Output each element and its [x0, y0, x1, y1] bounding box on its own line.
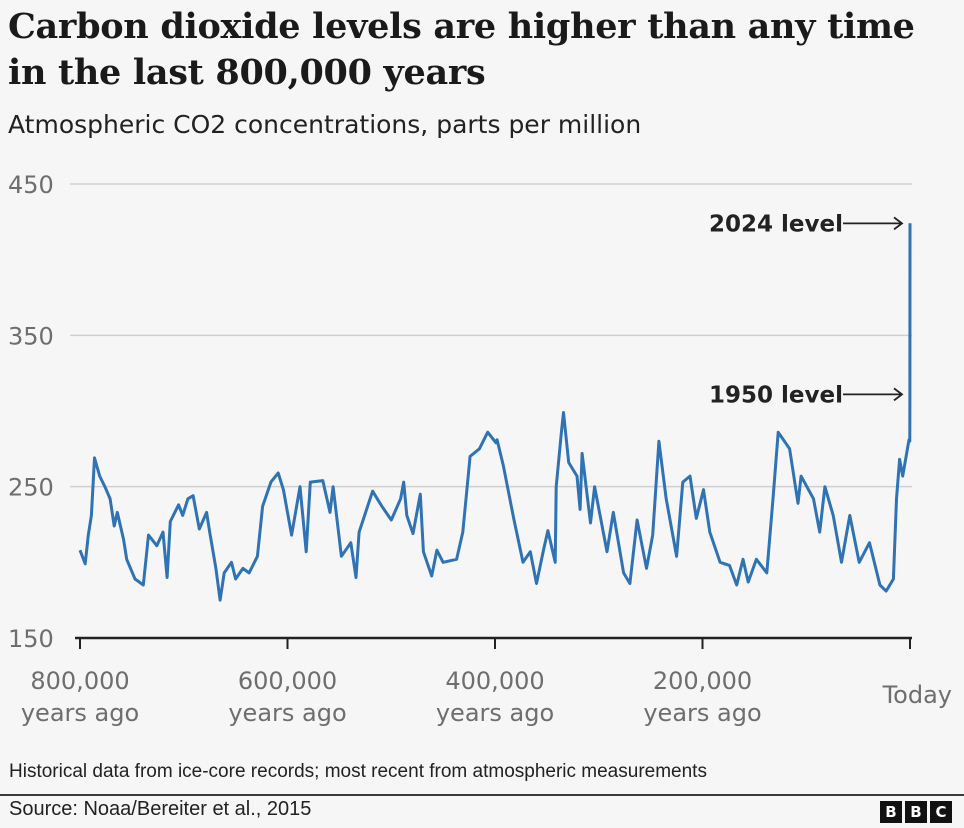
- chart-subtitle: Atmospheric CO2 concentrations, parts pe…: [8, 110, 642, 139]
- x-tick-label: years ago: [436, 699, 554, 727]
- bbc-logo-b2: B: [905, 801, 927, 823]
- x-tick-label: 200,000: [653, 667, 752, 695]
- chart-title: Carbon dioxide levels are higher than an…: [8, 6, 915, 93]
- y-tick-label: 350: [8, 322, 54, 350]
- y-tick-label: 150: [8, 625, 54, 653]
- x-tick-label: years ago: [228, 699, 346, 727]
- co2-line-chart: 450 350 250 150 800,000 years ago 600,000 years…: [8, 171, 952, 727]
- bbc-logo-b1: B: [880, 801, 902, 823]
- x-tick-label: 600,000: [238, 667, 337, 695]
- footer-divider: [0, 794, 964, 796]
- annotation-label: 2024 level: [709, 211, 843, 237]
- annotation-arrow: [843, 216, 904, 231]
- y-tick-label: 250: [8, 474, 54, 502]
- co2-series-line: [78, 223, 912, 602]
- annotation-label: 1950 level: [709, 382, 843, 408]
- bbc-logo-c: C: [930, 801, 952, 823]
- x-tick-label: 400,000: [445, 667, 544, 695]
- source-text: Source: Noaa/Bereiter et al., 2015: [9, 798, 312, 820]
- annotation-arrow: [843, 387, 904, 402]
- x-tick-label: years ago: [21, 699, 139, 727]
- footnote: Historical data from ice-core records; m…: [9, 761, 707, 782]
- x-tick-label: 800,000: [30, 667, 129, 695]
- x-tick-label: Today: [882, 681, 952, 709]
- y-tick-label: 450: [8, 171, 54, 199]
- x-tick-label: years ago: [643, 699, 761, 727]
